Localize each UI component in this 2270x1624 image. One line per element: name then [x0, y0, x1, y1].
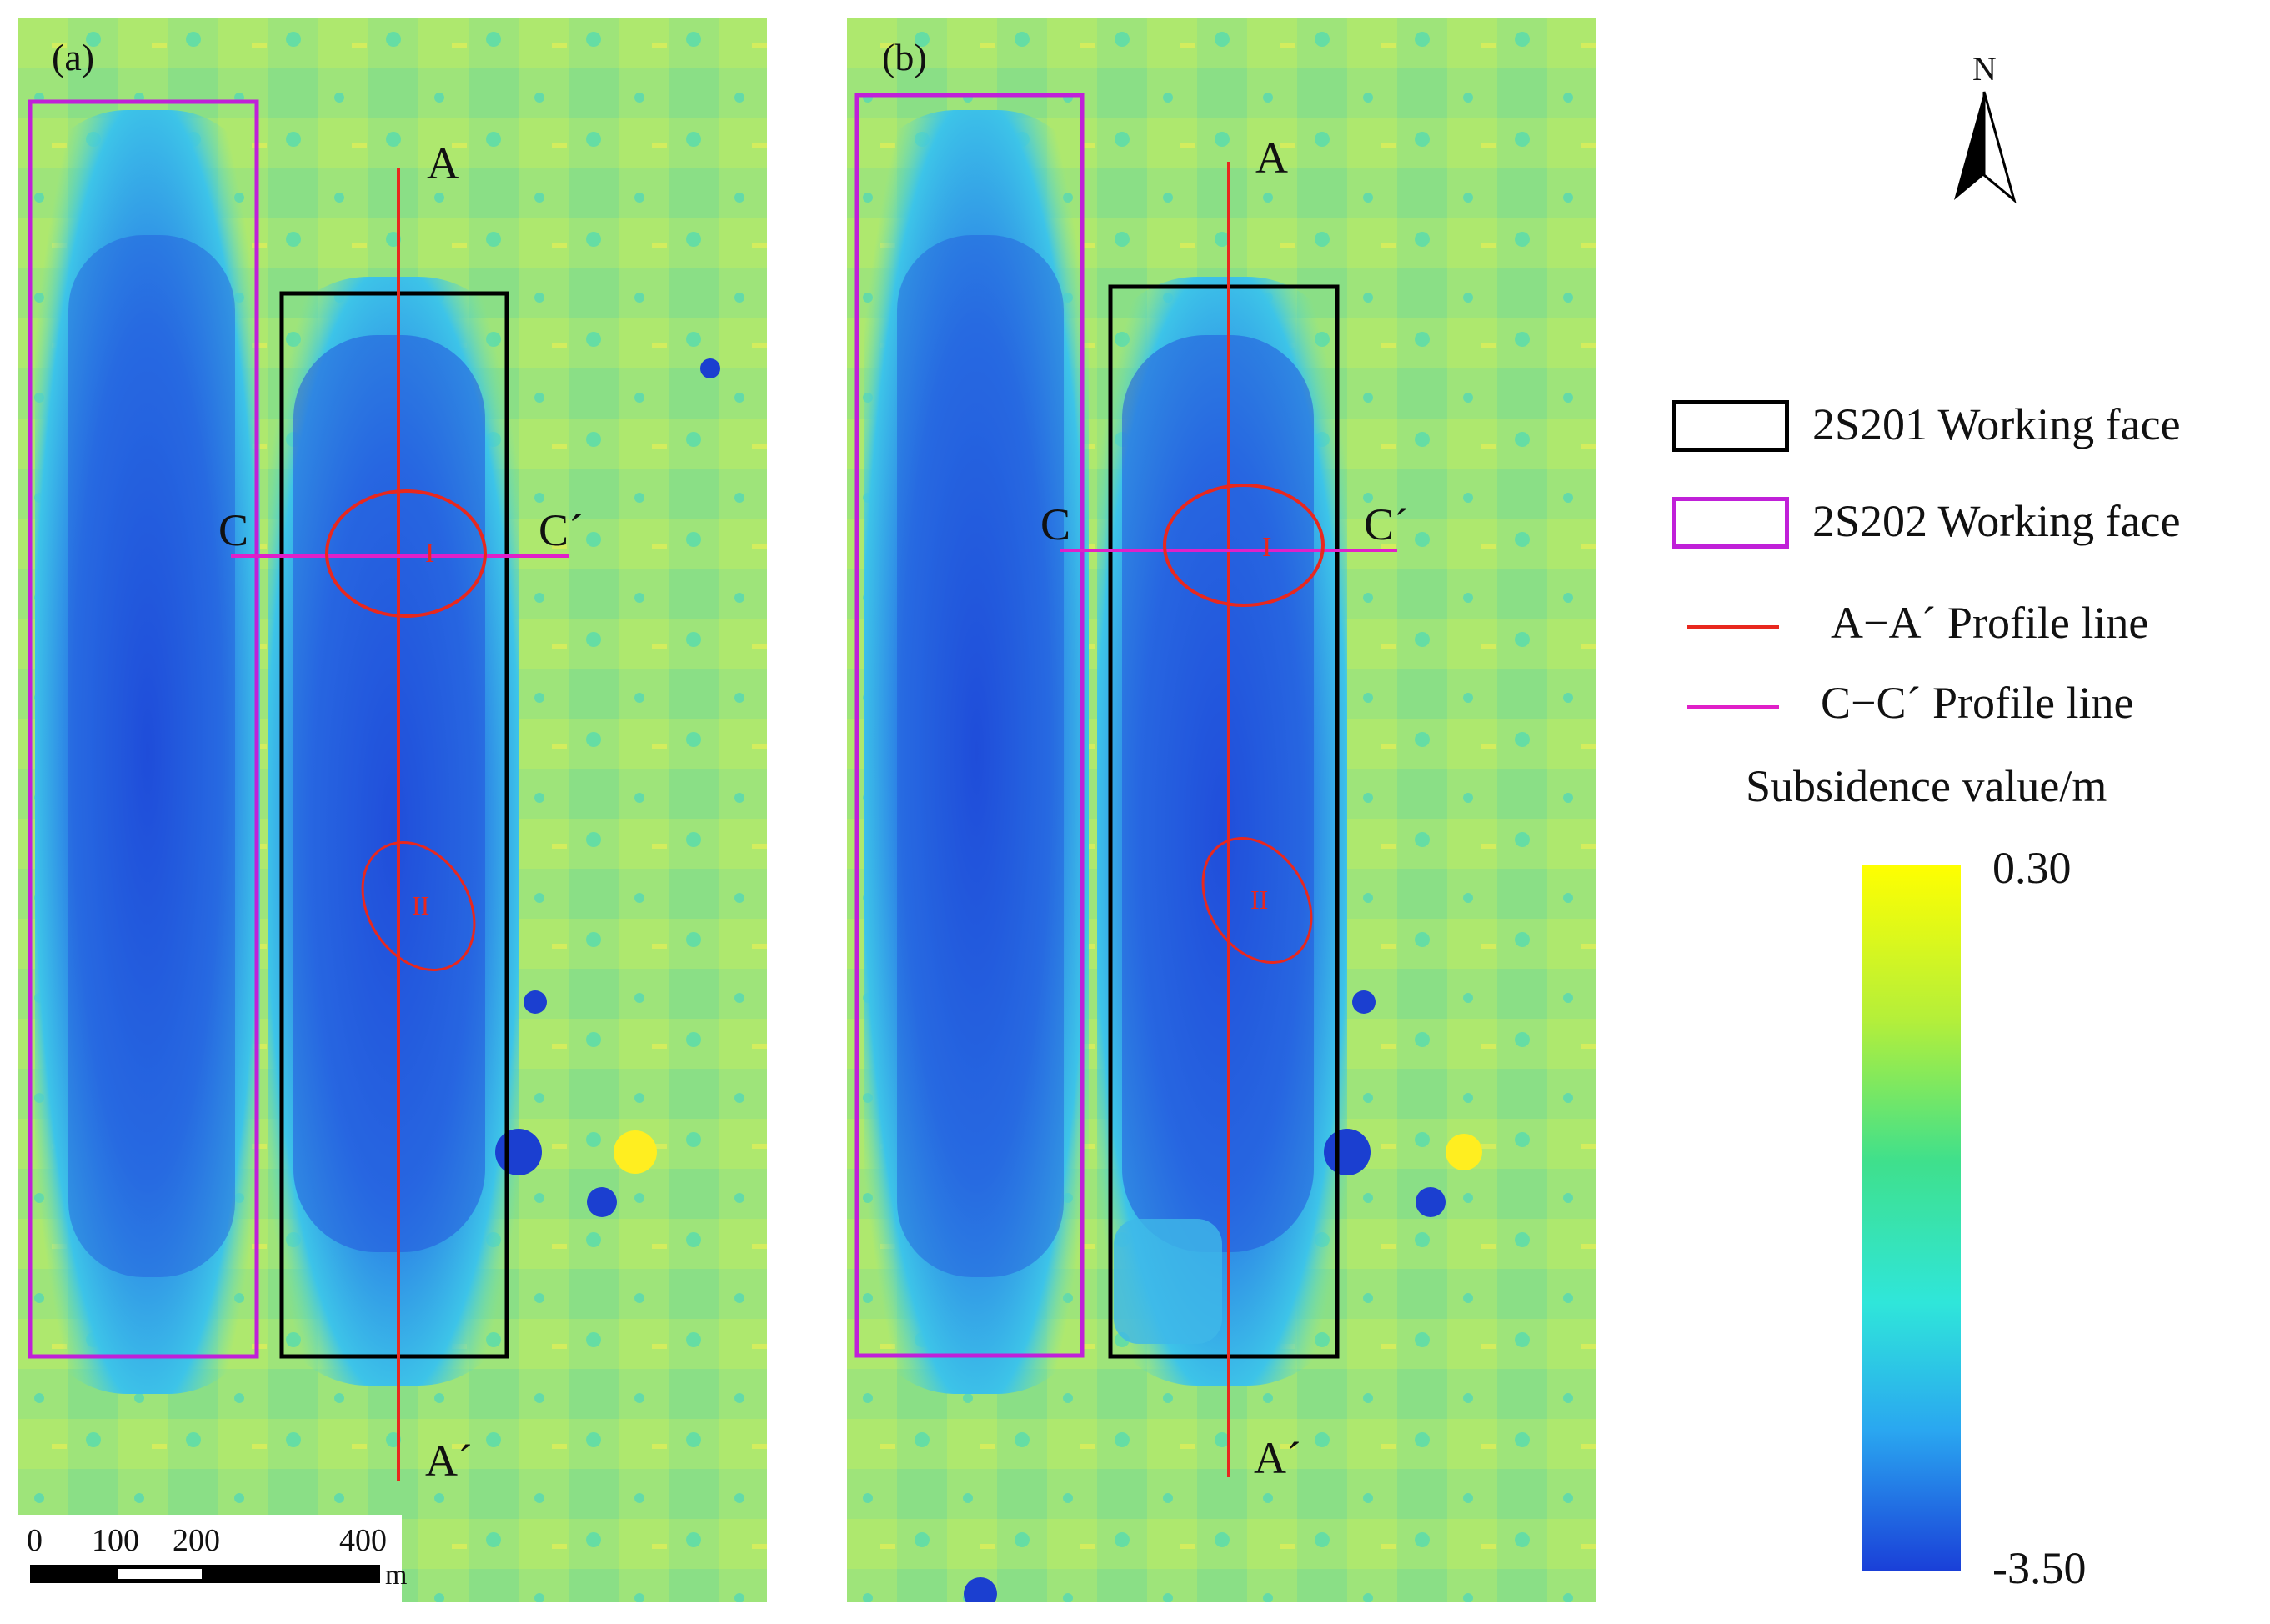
profile-label-a-prime: A´	[1254, 1433, 1301, 1483]
frame-2S202	[28, 99, 259, 1359]
profile-label-a-prime: A´	[425, 1436, 473, 1486]
profile-label-c: C	[218, 505, 248, 555]
frame-2S201	[1108, 284, 1340, 1359]
zone-ellipse-2	[361, 841, 476, 971]
colorbar-title: Subsidence value/m	[1746, 761, 2107, 811]
north-label: N	[1972, 50, 1997, 88]
zone-label-2: II	[1250, 885, 1268, 915]
scale-tick-200: 200	[173, 1523, 220, 1558]
subsidence-map-a: (a) A A´ C C´ I II 0 100 200 400 m	[18, 18, 767, 1602]
map-panel-a: (a) A A´ C C´ I II 0 100 200 400 m	[18, 18, 767, 1602]
zone-ellipse-1	[325, 489, 487, 618]
frame-2S201	[279, 291, 509, 1359]
colorbar-max-label: 0.30	[1992, 843, 2072, 893]
legend-label-profile-aa: A−A´ Profile line	[1831, 598, 2149, 648]
panel-label: (b)	[882, 36, 927, 78]
scale-unit: m	[385, 1560, 407, 1591]
profile-label-c: C	[1040, 499, 1070, 549]
profile-label-c-prime: C´	[539, 505, 584, 555]
map-panel-b: (b) A A´ C C´ I II	[847, 18, 1596, 1602]
legend-swatch-profile-cc	[1687, 705, 1779, 709]
scale-tick-400: 400	[339, 1523, 387, 1558]
legend-label-profile-cc: C−C´ Profile line	[1821, 678, 2134, 728]
profile-label-c-prime: C´	[1364, 499, 1409, 549]
scale-tick-100: 100	[92, 1523, 139, 1558]
subsidence-basin-2S202	[35, 110, 260, 1394]
zone-label-1: I	[425, 538, 434, 569]
scale-bar: 0 100 200 400 m	[18, 1515, 407, 1602]
profile-label-a: A	[427, 138, 459, 188]
zone-ellipse-1	[1163, 484, 1325, 607]
zone-ellipse-2	[1201, 837, 1313, 964]
north-arrow: N	[1942, 50, 2026, 208]
legend-swatch-2S201	[1672, 400, 1789, 452]
legend-label-2S201: 2S201 Working face	[1812, 399, 2181, 449]
profile-label-a: A	[1255, 133, 1288, 183]
zone-label-2: II	[412, 890, 429, 920]
scale-tick-0: 0	[27, 1523, 43, 1558]
subsidence-basin-2S202	[864, 110, 1089, 1394]
colorbar	[1862, 865, 1961, 1571]
zone-label-1: I	[1262, 532, 1271, 563]
legend-swatch-2S202	[1672, 497, 1789, 549]
scale-bar-segments	[30, 1565, 380, 1583]
panel-label: (a)	[52, 36, 94, 78]
colorbar-min-label: -3.50	[1992, 1543, 2087, 1593]
legend-label-2S202: 2S202 Working face	[1812, 496, 2181, 546]
north-arrow-icon	[1954, 92, 1984, 200]
subsidence-map-b: (b) A A´ C C´ I II	[847, 18, 1596, 1602]
frame-2S202	[854, 93, 1085, 1358]
legend-swatch-profile-aa	[1687, 625, 1779, 629]
